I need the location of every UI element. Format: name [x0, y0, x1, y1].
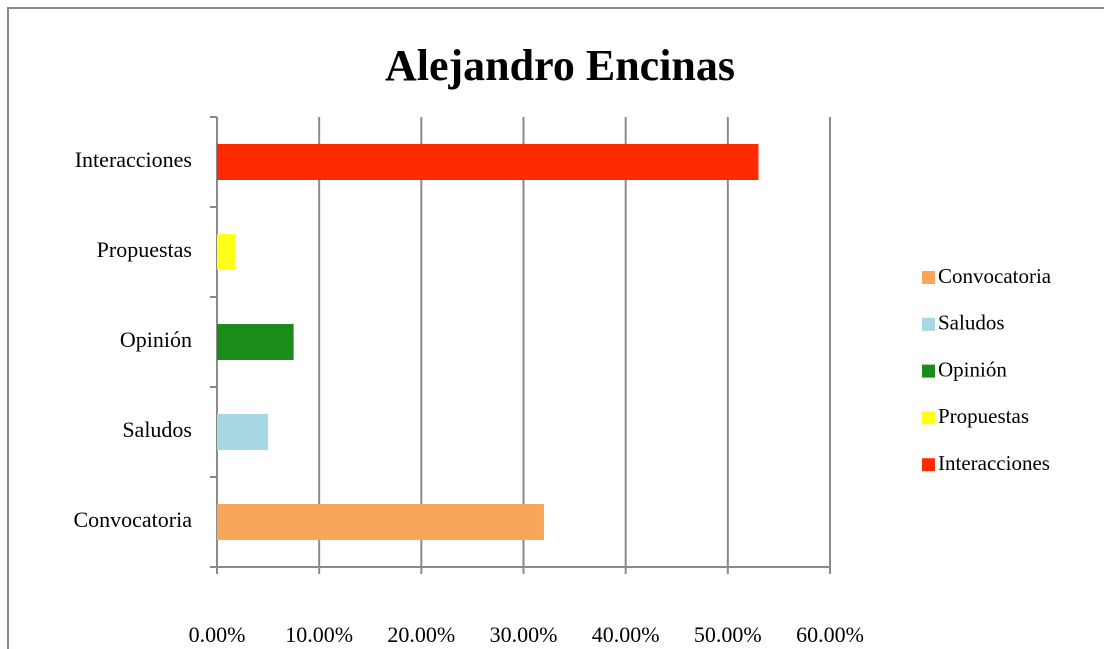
y-tick-label: Propuestas	[97, 237, 192, 262]
bar	[217, 144, 759, 180]
x-tick-label: 0.00%	[189, 622, 246, 647]
x-tick-label: 20.00%	[387, 622, 455, 647]
legend-swatch	[922, 458, 935, 472]
y-tick-label: Saludos	[122, 417, 192, 442]
x-tick-label: 60.00%	[796, 622, 864, 647]
x-tick-label: 50.00%	[694, 622, 762, 647]
legend-label: Opinión	[938, 357, 1007, 381]
legend-swatch	[922, 411, 935, 425]
bar	[217, 414, 269, 450]
bar	[217, 324, 294, 360]
legend-swatch	[922, 364, 935, 378]
legend-label: Saludos	[938, 311, 1005, 335]
bar	[217, 234, 236, 270]
chart-frame	[7, 7, 1104, 649]
legend-label: Interacciones	[938, 451, 1050, 475]
legend-swatch	[922, 271, 935, 284]
y-tick-label: Opinión	[120, 327, 192, 352]
legend-label: Propuestas	[938, 404, 1029, 428]
legend-label: Convocatoria	[938, 264, 1052, 288]
bar	[217, 504, 544, 540]
x-tick-label: 40.00%	[592, 622, 660, 647]
x-tick-label: 10.00%	[285, 622, 353, 647]
y-tick-label: Convocatoria	[73, 507, 192, 532]
x-tick-label: 30.00%	[490, 622, 558, 647]
y-tick-label: Interacciones	[75, 147, 192, 172]
chart-title: Alejandro Encinas	[385, 41, 735, 90]
legend-swatch	[922, 317, 935, 331]
